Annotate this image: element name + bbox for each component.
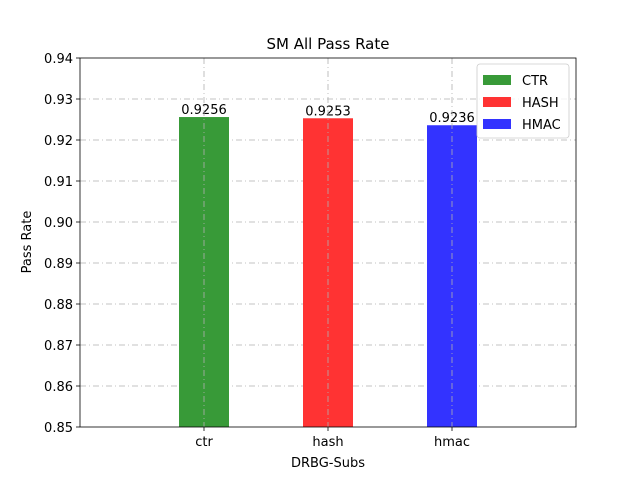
x-tick-label-hash: hash <box>312 435 343 450</box>
x-axis-label: DRBG-Subs <box>291 456 365 471</box>
y-tick-label: 0.92 <box>44 134 73 149</box>
legend-swatch-ctr <box>483 75 511 85</box>
y-tick-label: 0.89 <box>44 257 73 272</box>
legend-swatch-hmac <box>483 119 511 129</box>
y-tick-label: 0.94 <box>44 52 73 67</box>
legend-label-ctr: CTR <box>522 74 548 89</box>
bar-hmac <box>427 125 477 428</box>
x-tick-label-ctr: ctr <box>195 435 213 450</box>
y-tick-label: 0.88 <box>44 298 73 313</box>
x-tick-label-hmac: hmac <box>434 435 470 450</box>
axis-ticks: 0.85 0.86 0.87 0.88 0.89 0.90 0.91 0.92 0.93 0.94… <box>44 52 470 450</box>
y-tick-label: 0.87 <box>44 339 73 354</box>
y-axis-label: Pass Rate <box>20 211 35 274</box>
y-tick-label: 0.90 <box>44 216 73 231</box>
plot-frame <box>79 57 577 428</box>
legend: CTR HASH HMAC <box>476 63 570 139</box>
legend-label-hmac: HMAC <box>522 118 561 133</box>
chart-title: SM All Pass Rate <box>267 35 390 53</box>
legend-swatch-hash <box>483 97 511 107</box>
bars: 0.9256 0.9253 0.9236 <box>179 58 477 428</box>
y-tick-label: 0.93 <box>44 93 73 108</box>
y-tick-label: 0.85 <box>44 421 73 436</box>
legend-label-hash: HASH <box>522 96 559 111</box>
y-tick-label: 0.86 <box>44 380 73 395</box>
y-tick-label: 0.91 <box>44 175 73 190</box>
bar-value-label-hmac: 0.9236 <box>429 111 475 126</box>
